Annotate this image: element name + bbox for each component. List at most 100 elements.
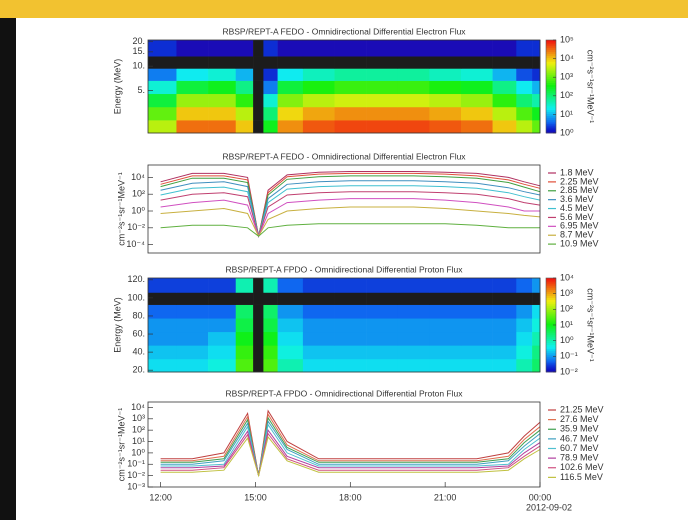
heatmap-cell [235, 120, 254, 134]
colorbar-segment [546, 121, 556, 124]
heatmap-cell [334, 358, 367, 373]
heatmap-cell [366, 304, 399, 319]
legend-label: 78.9 MeV [560, 453, 599, 463]
y-tick-label: 100. [127, 292, 145, 302]
colorbar-tick-label: 10¹ [560, 319, 573, 329]
heatmap-cell [235, 278, 254, 293]
heatmap-cell [176, 120, 209, 134]
heatmap-cell [148, 40, 177, 57]
colorbar-segment [546, 295, 556, 298]
series-line [160, 423, 541, 476]
legend-label: 27.6 MeV [560, 414, 599, 424]
colorbar-label: cm⁻²s⁻¹sr⁻¹MeV⁻¹ [586, 50, 596, 124]
colorbar-tick-label: 10⁻² [560, 366, 578, 376]
colorbar-segment [546, 303, 556, 306]
heatmap-cell [176, 68, 209, 81]
heatmap-cell [176, 278, 209, 293]
heatmap-cell [532, 93, 541, 108]
y-tick-label: 10² [132, 425, 145, 435]
heatmap-cell [460, 106, 493, 121]
colorbar-segment [546, 287, 556, 291]
colorbar-segment [546, 96, 556, 99]
panel-title: RBSP/REPT-A FEDO - Omnidirectional Diffe… [222, 26, 466, 36]
heatmap-cell [208, 345, 237, 360]
heatmap-cell [148, 106, 177, 121]
colorbar-segment [546, 340, 556, 344]
series-line [160, 206, 541, 238]
heatmap-cell [429, 292, 462, 305]
heatmap-cell [253, 80, 264, 95]
y-tick-label: 10⁻⁴ [126, 239, 145, 249]
date-label: 2012-09-02 [526, 502, 572, 512]
heatmap-cell [208, 358, 237, 373]
colorbar-segment [546, 364, 556, 367]
y-tick-label: 40. [132, 346, 145, 356]
heatmap-cell [460, 345, 493, 360]
heatmap-cell [397, 68, 430, 81]
y-tick-label: 10⁻¹ [127, 459, 145, 469]
heatmap-cell [176, 318, 209, 333]
heatmap-cell [334, 68, 367, 81]
heatmap-cell [176, 80, 209, 95]
heatmap-cell [429, 318, 462, 333]
heatmap-cell [532, 68, 541, 81]
colorbar-segment [546, 90, 556, 93]
heatmap-cell [492, 106, 517, 121]
colorbar-segment [546, 278, 556, 281]
heatmap-cell [176, 331, 209, 346]
heatmap-cell [148, 318, 177, 333]
heatmap-cell [263, 358, 278, 373]
heatmap-cell [208, 292, 237, 305]
series-line [160, 198, 540, 238]
colorbar-segment [546, 311, 556, 314]
colorbar-segment [546, 354, 556, 357]
x-tick-label: 21:00 [434, 492, 457, 502]
heatmap-cell [208, 304, 237, 319]
colorbar-tick-label: 10³ [560, 288, 573, 298]
series-line [160, 175, 541, 237]
heatmap-cell [148, 80, 177, 95]
colorbar-segment [546, 358, 556, 361]
y-tick-label: 10⁰ [131, 205, 145, 215]
heatmap-cell [208, 120, 237, 134]
heatmap-cell [516, 68, 533, 81]
heatmap-cell [532, 120, 541, 134]
heatmap-cell [460, 358, 493, 373]
heatmap-cell [208, 93, 237, 108]
series-line [160, 180, 541, 237]
heatmap-cell [208, 68, 237, 81]
heatmap-cell [176, 304, 209, 319]
heatmap-cell [253, 358, 264, 373]
heatmap-cell [302, 40, 335, 57]
colorbar-tick-label: 10⁵ [560, 34, 574, 44]
heatmap-cell [235, 292, 254, 305]
heatmap-cell [366, 331, 399, 346]
series-line [160, 171, 541, 237]
plot-frame [147, 164, 541, 254]
y-tick-label: 120. [127, 274, 145, 284]
legend-label: 102.6 MeV [560, 462, 604, 472]
heatmap-cell [302, 278, 335, 293]
colorbar-segment [546, 342, 556, 345]
heatmap-cell [397, 80, 430, 95]
heatmap-cell [397, 345, 430, 360]
heatmap-cell [235, 68, 254, 81]
y-tick-label: 20. [132, 365, 145, 375]
colorbar-tick-label: 10⁴ [560, 272, 574, 282]
series-line [160, 223, 540, 237]
heatmap-cell [176, 93, 209, 108]
heatmap-cell [253, 278, 264, 293]
series-line [160, 412, 541, 476]
heatmap-cell [263, 40, 278, 57]
heatmap-cell [366, 345, 399, 360]
colorbar-segment [546, 41, 556, 45]
heatmap-cell [516, 120, 533, 134]
heatmap-cell [235, 106, 254, 121]
heatmap-cell [235, 318, 254, 333]
colorbar-segment [546, 360, 556, 363]
colorbar-segment [546, 319, 556, 322]
colorbar-segment [546, 328, 556, 332]
x-tick-label: 15:00 [244, 492, 267, 502]
